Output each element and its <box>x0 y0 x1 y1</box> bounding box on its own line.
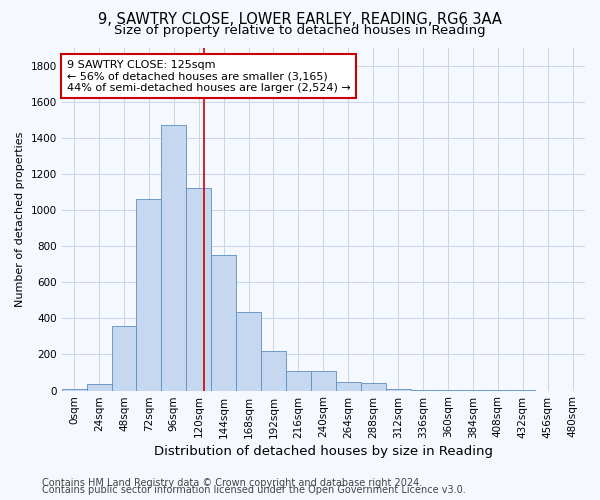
Text: Contains HM Land Registry data © Crown copyright and database right 2024.: Contains HM Land Registry data © Crown c… <box>42 478 422 488</box>
Bar <box>361 384 386 390</box>
Bar <box>161 125 186 390</box>
Bar <box>86 384 112 390</box>
Text: Size of property relative to detached houses in Reading: Size of property relative to detached ho… <box>114 24 486 37</box>
Text: 9 SAWTRY CLOSE: 125sqm
← 56% of detached houses are smaller (3,165)
44% of semi-: 9 SAWTRY CLOSE: 125sqm ← 56% of detached… <box>67 60 350 92</box>
Bar <box>311 371 336 390</box>
X-axis label: Distribution of detached houses by size in Reading: Distribution of detached houses by size … <box>154 444 493 458</box>
Bar <box>336 382 361 390</box>
Bar <box>211 255 236 390</box>
Bar <box>186 188 211 390</box>
Bar <box>261 351 286 391</box>
Bar <box>136 199 161 390</box>
Bar <box>62 389 86 390</box>
Bar <box>236 312 261 390</box>
Y-axis label: Number of detached properties: Number of detached properties <box>15 132 25 306</box>
Text: 9, SAWTRY CLOSE, LOWER EARLEY, READING, RG6 3AA: 9, SAWTRY CLOSE, LOWER EARLEY, READING, … <box>98 12 502 28</box>
Bar <box>386 389 410 390</box>
Bar <box>286 371 311 390</box>
Bar <box>112 326 136 390</box>
Text: Contains public sector information licensed under the Open Government Licence v3: Contains public sector information licen… <box>42 485 466 495</box>
